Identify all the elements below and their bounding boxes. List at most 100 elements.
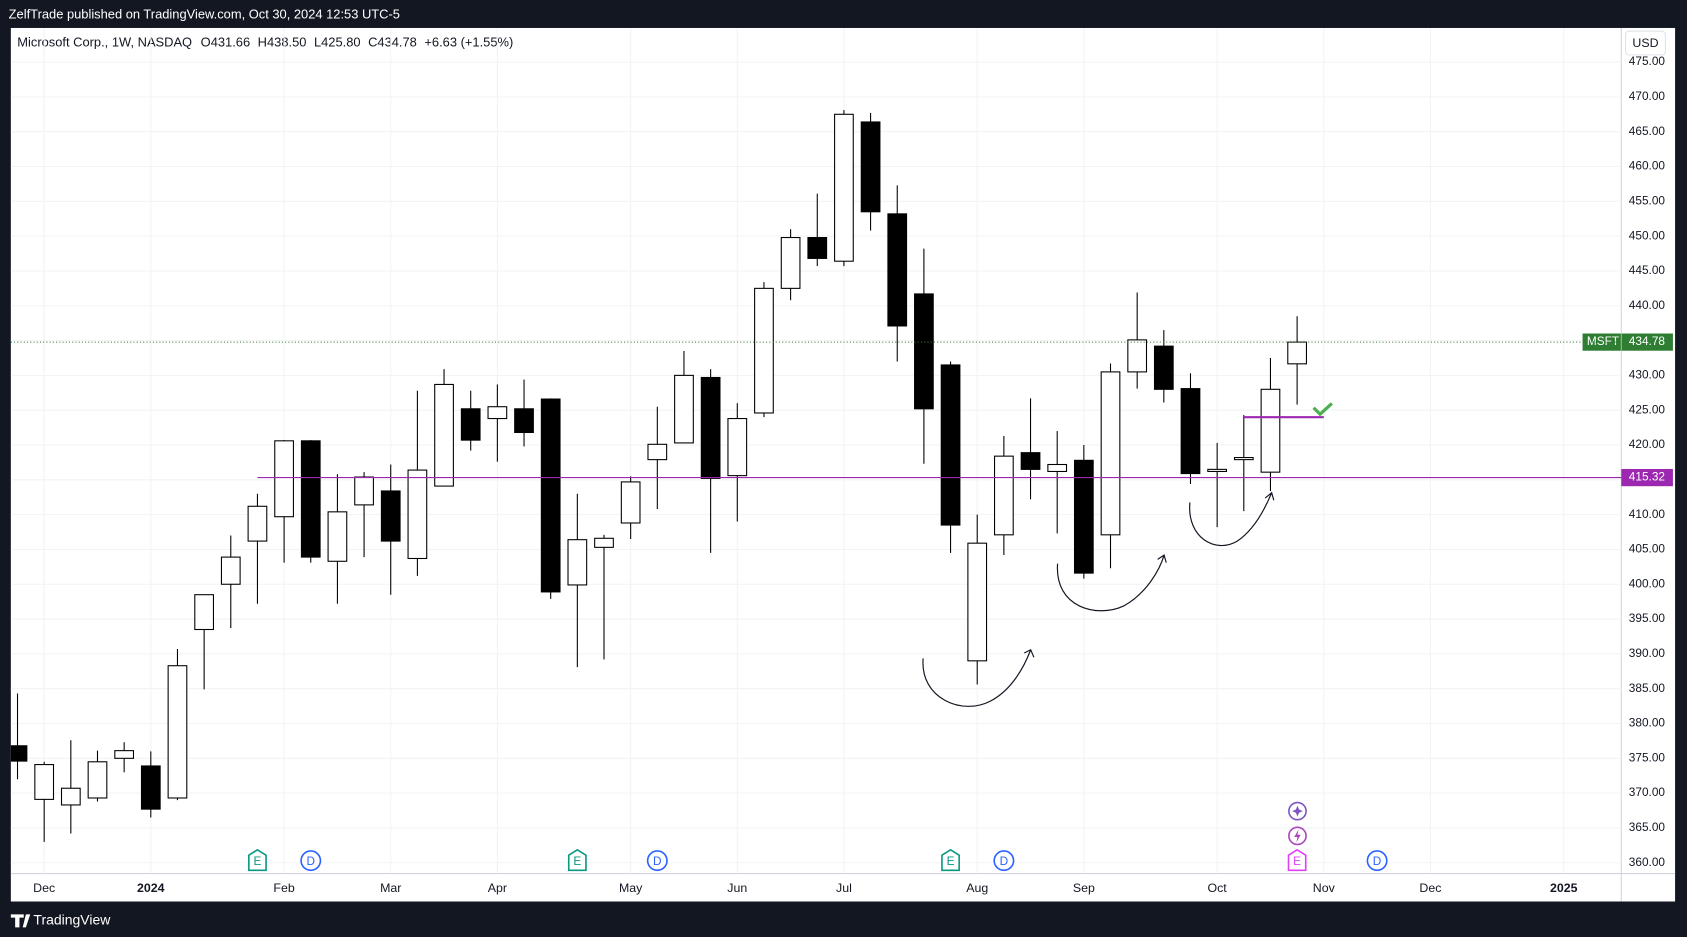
- ohlc-value: +6.63 (+1.55%): [424, 34, 513, 49]
- candle-body: [220, 556, 241, 585]
- event-marker[interactable]: [993, 850, 1015, 872]
- event-marker[interactable]: [1366, 850, 1388, 872]
- event-label: D: [1000, 854, 1009, 868]
- currency[interactable]: USD: [1632, 36, 1658, 50]
- candle-body: [940, 364, 961, 526]
- x-tick-label: Nov: [1313, 881, 1336, 895]
- candle-body: [567, 539, 588, 586]
- currency-button[interactable]: [1625, 30, 1666, 56]
- candle-body: [327, 511, 348, 562]
- candle-body: [1207, 468, 1228, 473]
- event-marker[interactable]: [646, 850, 668, 872]
- candle-body: [514, 408, 534, 434]
- candle-body: [887, 213, 908, 327]
- candle-body: [1287, 341, 1307, 365]
- event-label: E: [573, 854, 581, 868]
- y-tick-label: 450.00: [1629, 228, 1666, 242]
- event-label: D: [653, 854, 662, 868]
- event-marker[interactable]: [941, 848, 960, 872]
- event-label: D: [306, 854, 315, 868]
- event-marker[interactable]: [567, 848, 587, 872]
- candle-body: [594, 537, 614, 548]
- icon-glyph: [1294, 829, 1301, 843]
- x-tick-label: 2024: [137, 881, 165, 895]
- y-tick-label: 365.00: [1629, 820, 1666, 834]
- candle-body: [540, 398, 561, 593]
- candle-body: [860, 121, 881, 213]
- candle-body: [994, 455, 1014, 536]
- x-tick-label: 2025: [1550, 881, 1578, 895]
- candle-body: [780, 236, 801, 289]
- y-tick-label: 360.00: [1629, 855, 1666, 869]
- candle-body: [1153, 345, 1174, 390]
- x-tick-label: Dec: [1419, 881, 1441, 895]
- candle-body: [914, 293, 934, 410]
- publisher: ZelfTrade published on TradingView.com, …: [9, 6, 400, 21]
- event-marker[interactable]: [248, 848, 267, 872]
- candle-body: [1180, 388, 1201, 475]
- candle-body: [1020, 452, 1041, 470]
- drawings: [922, 402, 1333, 707]
- candle-body: [140, 765, 161, 810]
- y-tick-label: 430.00: [1629, 368, 1666, 382]
- symbol-badge: [1582, 333, 1673, 351]
- event-marker[interactable]: [300, 850, 322, 872]
- event-marker[interactable]: [1287, 848, 1307, 872]
- legend: Microsoft Corp., 1W, NASDAQ O431.66 H438.…: [17, 34, 513, 49]
- x-tick-label: Jun: [727, 881, 747, 895]
- x-tick-label: Dec: [33, 881, 55, 895]
- checkmark: [1312, 402, 1333, 417]
- candle-body: [620, 481, 641, 524]
- y-tick-label: 385.00: [1629, 681, 1666, 695]
- candle-body: [487, 406, 508, 420]
- y-tick-label: 405.00: [1629, 542, 1666, 556]
- candle-body: [1047, 463, 1068, 473]
- x-tick-label: May: [619, 881, 643, 895]
- symbol-badge-price: 434.78: [1629, 334, 1666, 348]
- candle-body: [300, 440, 321, 558]
- candle-body: [727, 418, 748, 477]
- y-tick-label: 440.00: [1629, 298, 1666, 312]
- candle-body: [700, 376, 721, 479]
- candle-body: [194, 594, 214, 631]
- y-tick-label: 410.00: [1629, 507, 1666, 521]
- y-tick-label: 470.00: [1629, 89, 1666, 103]
- candle-body: [834, 113, 854, 262]
- y-tick-label: 455.00: [1629, 193, 1666, 207]
- event-label: E: [947, 854, 955, 868]
- candle-body: [247, 505, 268, 542]
- x-tick-label: Apr: [488, 881, 507, 895]
- ohlc-value: C434.78: [368, 34, 417, 49]
- candle-body: [1260, 388, 1281, 473]
- drawn-arrow: [1189, 491, 1275, 547]
- candle-body: [380, 490, 401, 542]
- candle-body: [754, 287, 774, 414]
- symbol-title: Microsoft Corp., 1W, NASDAQ: [17, 34, 192, 49]
- x-tick-label: Feb: [273, 881, 294, 895]
- brand: TradingView: [33, 912, 111, 928]
- y-tick-label: 375.00: [1629, 750, 1666, 764]
- event-label: D: [1373, 854, 1382, 868]
- y-tick-label: 475.00: [1629, 54, 1666, 68]
- candle-body: [114, 750, 135, 759]
- candle-body: [167, 665, 188, 799]
- x-tick-label: Sep: [1073, 881, 1095, 895]
- candle-body: [60, 787, 81, 806]
- y-tick-label: 445.00: [1629, 263, 1666, 277]
- icon-glyph: [1292, 805, 1303, 817]
- symbol-badge-name: MSFT: [1587, 334, 1619, 348]
- drawn-arrow: [922, 648, 1035, 707]
- candle-body: [1233, 456, 1254, 461]
- candle-body: [354, 476, 374, 506]
- ohlc-value: O431.66: [201, 34, 250, 49]
- candle-body: [274, 440, 294, 518]
- candle-body: [807, 236, 828, 259]
- plot: [10, 110, 1307, 842]
- y-tick-label: 390.00: [1629, 646, 1666, 660]
- ohlc-value: L425.80: [314, 34, 361, 49]
- drawn-arrow: [1056, 554, 1167, 612]
- candle-body: [460, 408, 481, 441]
- brand-logo: [10, 914, 31, 928]
